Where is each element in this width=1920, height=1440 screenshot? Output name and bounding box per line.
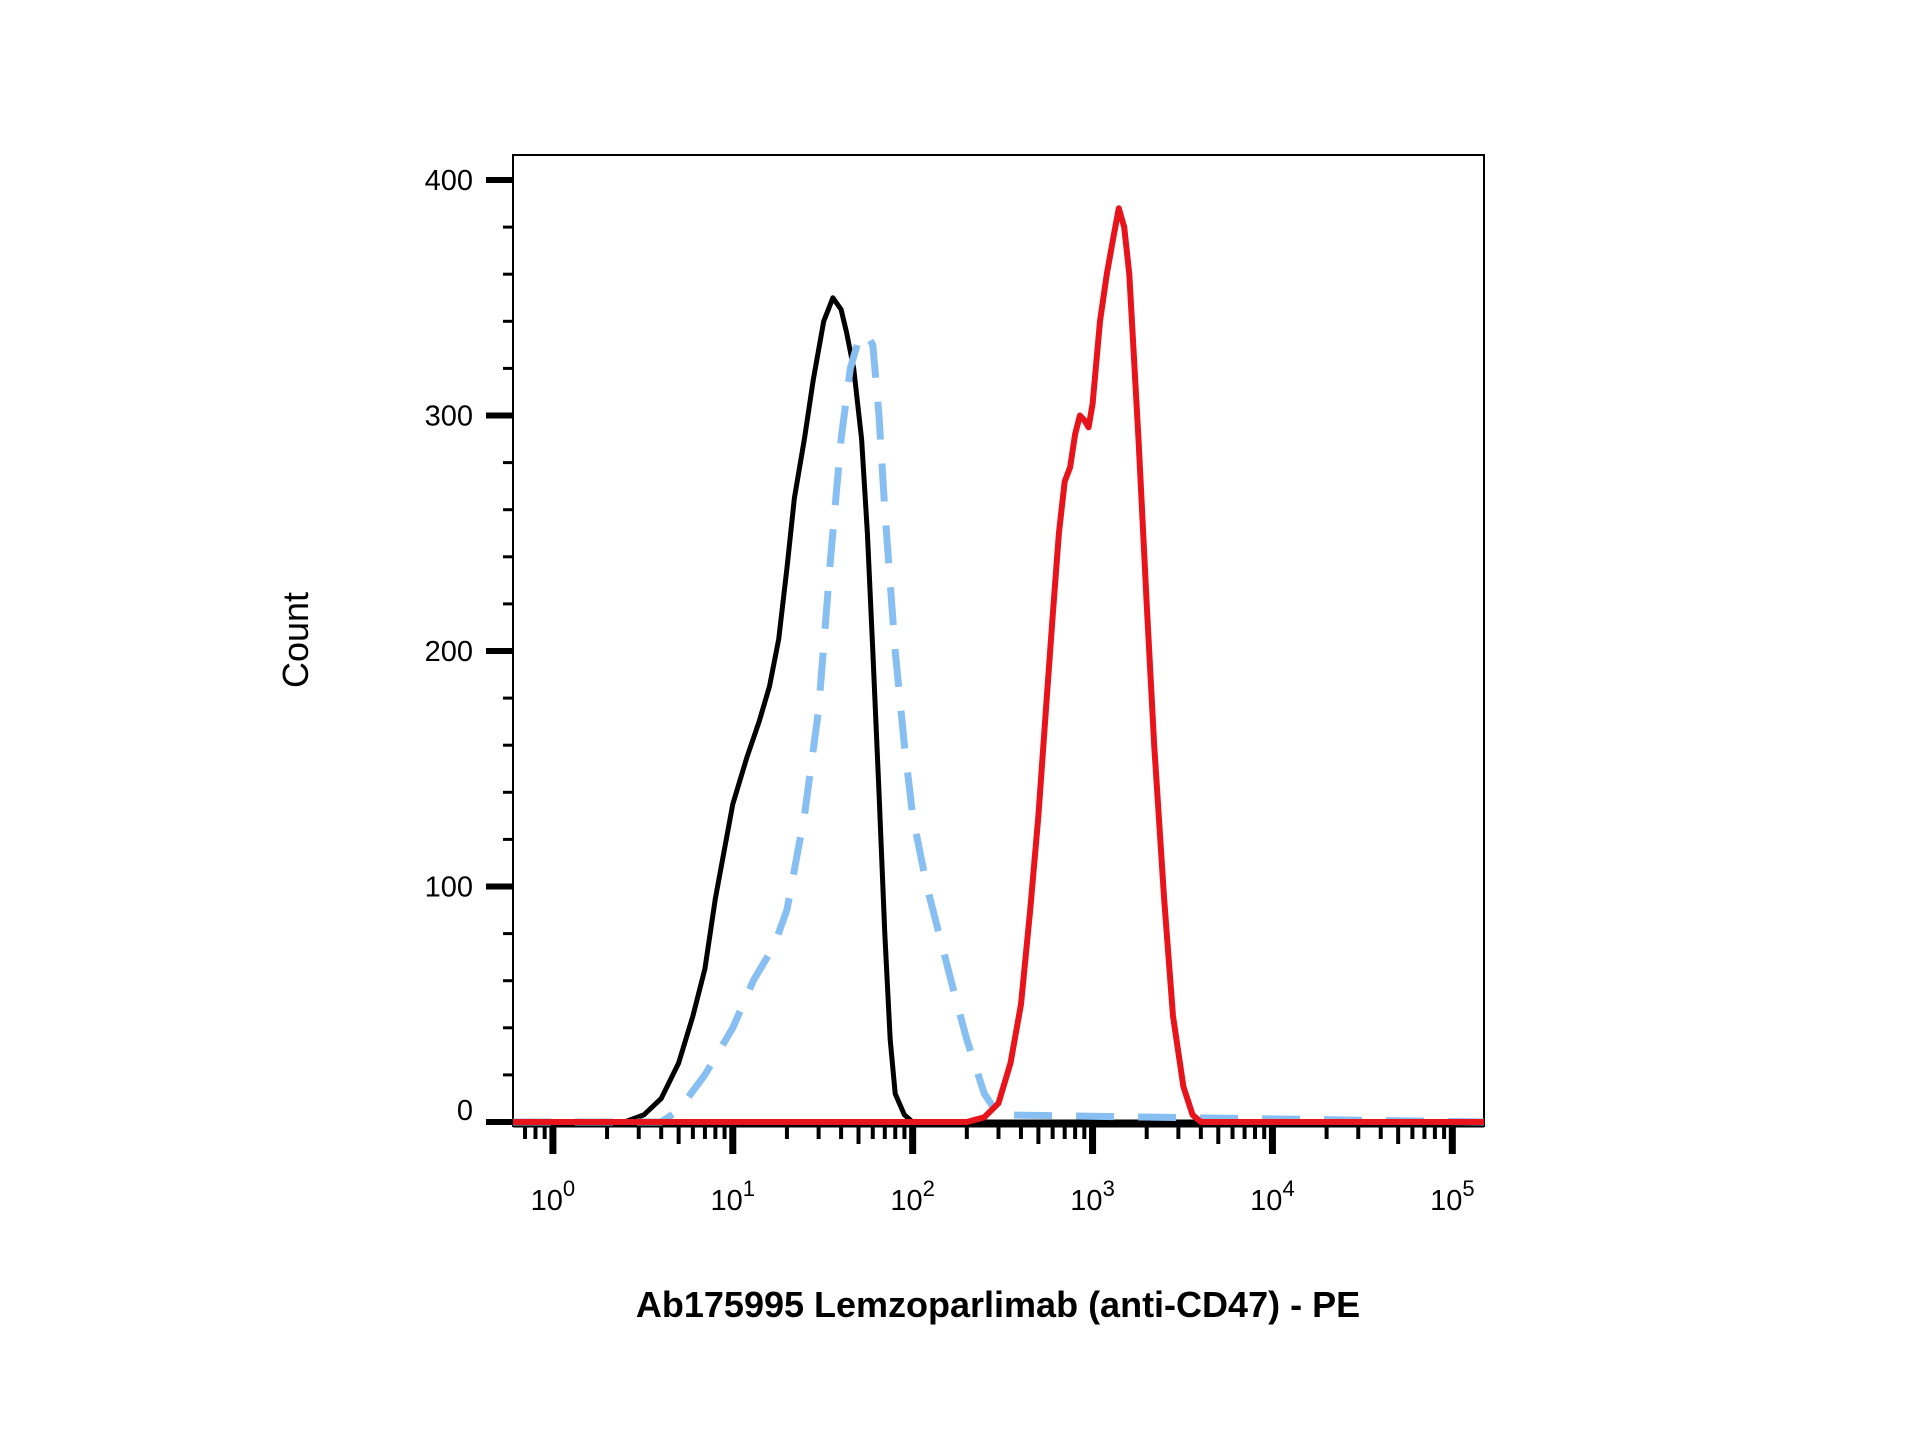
series-line-red <box>513 205 1484 1125</box>
x-tick-label: 103 <box>1070 1176 1115 1217</box>
y-tick-label: 0 <box>457 1095 473 1127</box>
x-axis-title: Ab175995 Lemzoparlimab (anti-CD47) - PE <box>636 1284 1360 1325</box>
series-layer <box>513 205 1485 1126</box>
x-tick-label: 101 <box>711 1176 756 1217</box>
plot-frame <box>512 154 1485 1127</box>
x-tick-label: 105 <box>1430 1176 1475 1217</box>
x-axis: 100 101 102 103 104 105 <box>513 1124 1484 1217</box>
y-axis: 0 100 200 300 400 <box>425 155 514 1127</box>
y-tick-label: 100 <box>425 872 473 904</box>
series-line-black <box>513 295 1484 1125</box>
y-tick-label: 200 <box>425 636 473 668</box>
y-axis-title: Count <box>275 592 316 688</box>
x-tick-label: 102 <box>890 1176 935 1217</box>
x-tick-label: 104 <box>1250 1176 1295 1217</box>
x-tick-label: 100 <box>531 1176 576 1217</box>
series-line-blue-dashed <box>513 329 1485 1126</box>
y-tick-label: 400 <box>425 165 473 197</box>
y-tick-label: 300 <box>425 401 473 433</box>
